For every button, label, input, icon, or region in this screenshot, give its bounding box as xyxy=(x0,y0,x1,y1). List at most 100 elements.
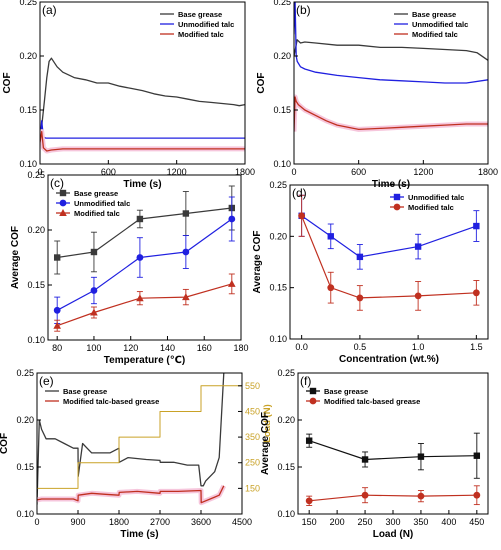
y-tick-label: 0.15 xyxy=(269,283,287,293)
plot-frame xyxy=(36,372,243,515)
panel-label: (c) xyxy=(50,176,64,190)
panel-label: (e) xyxy=(39,374,54,388)
x-tick-label: 150 xyxy=(302,517,317,527)
data-point xyxy=(90,308,98,316)
y2-tick-label: 550 xyxy=(245,381,260,391)
series-c-1 xyxy=(53,196,236,324)
y-axis-label: Average COF xyxy=(260,412,271,475)
data-point xyxy=(305,497,313,505)
data-point xyxy=(356,294,364,302)
x-tick-label: 900 xyxy=(70,517,85,527)
x-tick-label: 1200 xyxy=(167,167,187,177)
x-tick-label: 450 xyxy=(469,517,484,527)
data-point xyxy=(90,248,98,256)
series-line xyxy=(40,57,245,143)
x-tick-label: 0 xyxy=(34,517,39,527)
x-axis-label: Load (N) xyxy=(373,529,414,540)
y-tick-label: 0.20 xyxy=(16,415,34,425)
x-tick-label: 140 xyxy=(160,343,175,353)
data-point xyxy=(136,294,144,302)
y-tick-label: 0.25 xyxy=(277,368,295,378)
legend-label: Unmodified talc xyxy=(178,20,234,29)
legend-label: Base grease xyxy=(63,387,107,396)
y2-tick-label: 350 xyxy=(245,432,260,442)
x-tick-label: 0.5 xyxy=(354,342,367,352)
legend-label: Modified talc-based grease xyxy=(324,397,420,406)
data-point xyxy=(228,215,236,223)
data-point xyxy=(327,233,334,240)
panel-c: 80 100 120 140 160 180 0.10 0.15 0.20 0.25 Tempera… xyxy=(10,170,249,366)
y-axis-label: COF xyxy=(256,72,267,93)
plot-frame xyxy=(289,184,489,340)
x-tick-label: 100 xyxy=(86,343,101,353)
y-tick-label: 0.25 xyxy=(19,0,37,7)
y-tick-label: 0.15 xyxy=(16,462,34,472)
x-tick-label: 0 xyxy=(37,167,42,177)
panel-label: (b) xyxy=(296,3,311,17)
x-tick-label: 0.0 xyxy=(295,342,308,352)
y-axis-label: COF xyxy=(2,72,13,93)
x-tick-label: 1.5 xyxy=(470,342,483,352)
x-tick-label: 1800 xyxy=(109,517,129,527)
series-b-0 xyxy=(294,39,488,61)
data-point xyxy=(136,254,144,261)
series-line xyxy=(40,130,245,152)
data-point xyxy=(90,287,98,294)
data-point xyxy=(414,292,422,300)
x-tick-label: 2700 xyxy=(150,517,170,527)
y-tick-label: 0.20 xyxy=(27,225,45,235)
panel-label: (d) xyxy=(292,186,307,200)
data-point xyxy=(417,453,425,460)
legend-label: Modified talc xyxy=(412,30,458,39)
y-tick-label: 0.15 xyxy=(19,105,37,115)
y-tick-label: 0.25 xyxy=(16,368,34,378)
x-tick-label: 600 xyxy=(351,167,366,177)
series-d-1 xyxy=(298,194,480,311)
series-halo xyxy=(294,94,488,132)
legend-label: Unmodified talc xyxy=(412,20,468,29)
series-line xyxy=(56,283,232,327)
data-point xyxy=(182,248,190,256)
x-tick-label: 250 xyxy=(358,517,373,527)
y-tick-label: 0.10 xyxy=(16,509,34,519)
y-axis-label: Average COF xyxy=(10,226,21,289)
legend-marker xyxy=(393,203,401,211)
x-tick-label: 1800 xyxy=(235,167,255,177)
x-axis-label: Temperature (℃) xyxy=(104,355,185,366)
series-line xyxy=(309,494,477,502)
data-point xyxy=(472,289,480,297)
y-tick-label: 0.20 xyxy=(277,415,295,425)
data-point xyxy=(473,452,481,459)
y-tick-label: 0.10 xyxy=(269,334,287,344)
plot-frame xyxy=(293,1,489,165)
legend-marker xyxy=(59,199,67,207)
x-axis-label: Time (s) xyxy=(123,179,161,190)
x-tick-label: 4500 xyxy=(232,517,252,527)
data-point xyxy=(361,456,369,463)
x-axis-label: Concentration (wt.%) xyxy=(339,354,439,365)
legend-label: Unmodified talc xyxy=(74,199,130,208)
x-tick-label: 1200 xyxy=(413,167,433,177)
data-point xyxy=(305,437,313,444)
x-tick-label: 120 xyxy=(123,343,138,353)
legend-label: Base grease xyxy=(178,10,222,19)
data-point xyxy=(53,321,61,329)
data-point xyxy=(356,253,364,261)
y-tick-label: 0.10 xyxy=(273,159,291,169)
series-line xyxy=(301,215,477,299)
legend-label: Unmodified talc xyxy=(408,193,464,202)
y-tick-label: 0.25 xyxy=(27,170,45,180)
panel-d: 0.0 0.5 1.0 1.5 0.10 0.15 0.20 0.25 Concentratio… xyxy=(252,180,489,365)
plot-frame xyxy=(47,174,242,341)
x-tick-label: 0 xyxy=(291,167,296,177)
legend-label: Modified talc xyxy=(408,203,454,212)
y2-axis-label: Load (N) xyxy=(262,404,273,443)
x-tick-label: 3600 xyxy=(191,517,211,527)
series-b-1 xyxy=(294,2,488,84)
y-tick-label: 0.20 xyxy=(19,51,37,61)
